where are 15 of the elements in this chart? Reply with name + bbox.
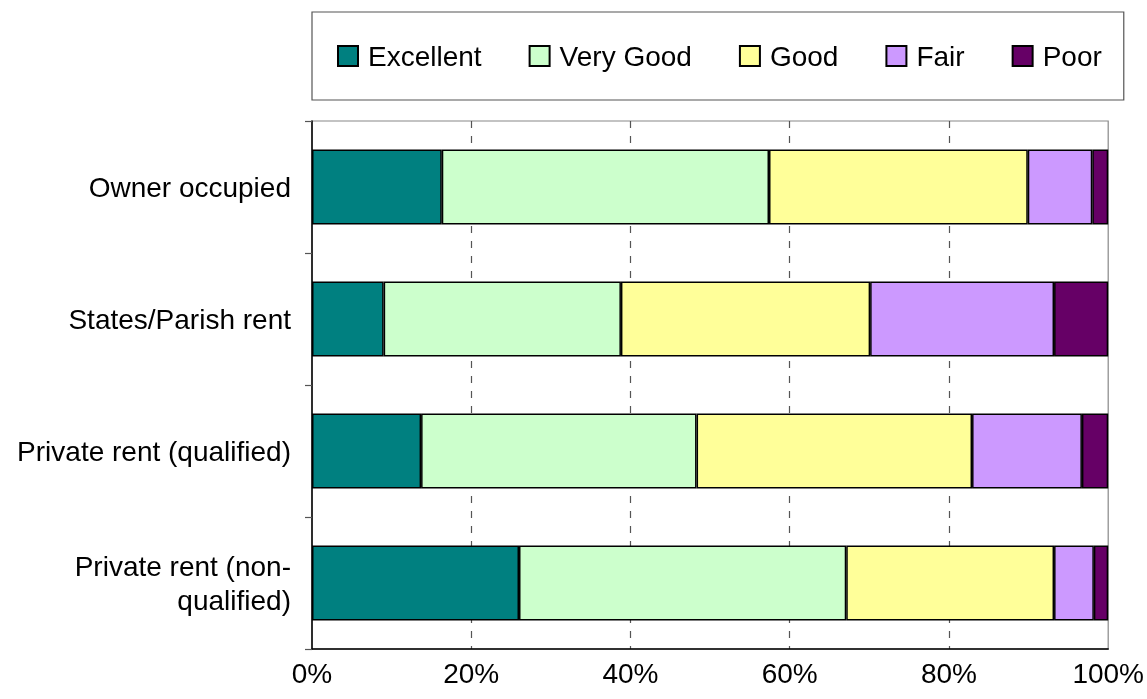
x-tick-label: 80% xyxy=(920,657,977,689)
legend-label: Very Good xyxy=(559,40,692,72)
legend-label: Excellent xyxy=(368,40,482,72)
x-tick-label: 0% xyxy=(291,657,333,689)
y-tick-label: States/Parish rent xyxy=(68,303,292,335)
y-tick-label: Private rent (qualified) xyxy=(17,435,291,467)
x-tick-label: 60% xyxy=(761,657,818,689)
x-tick-label: 40% xyxy=(602,657,659,689)
legend-label: Good xyxy=(769,40,839,72)
x-tick-label: 20% xyxy=(443,657,500,689)
y-tick-label: Owner occupied xyxy=(88,171,291,203)
legend-label: Poor xyxy=(1042,40,1102,72)
y-tick-label: Private rent (non-qualified) xyxy=(74,550,291,616)
legend-label: Fair xyxy=(916,40,965,72)
x-tick-label: 100% xyxy=(1072,657,1145,689)
